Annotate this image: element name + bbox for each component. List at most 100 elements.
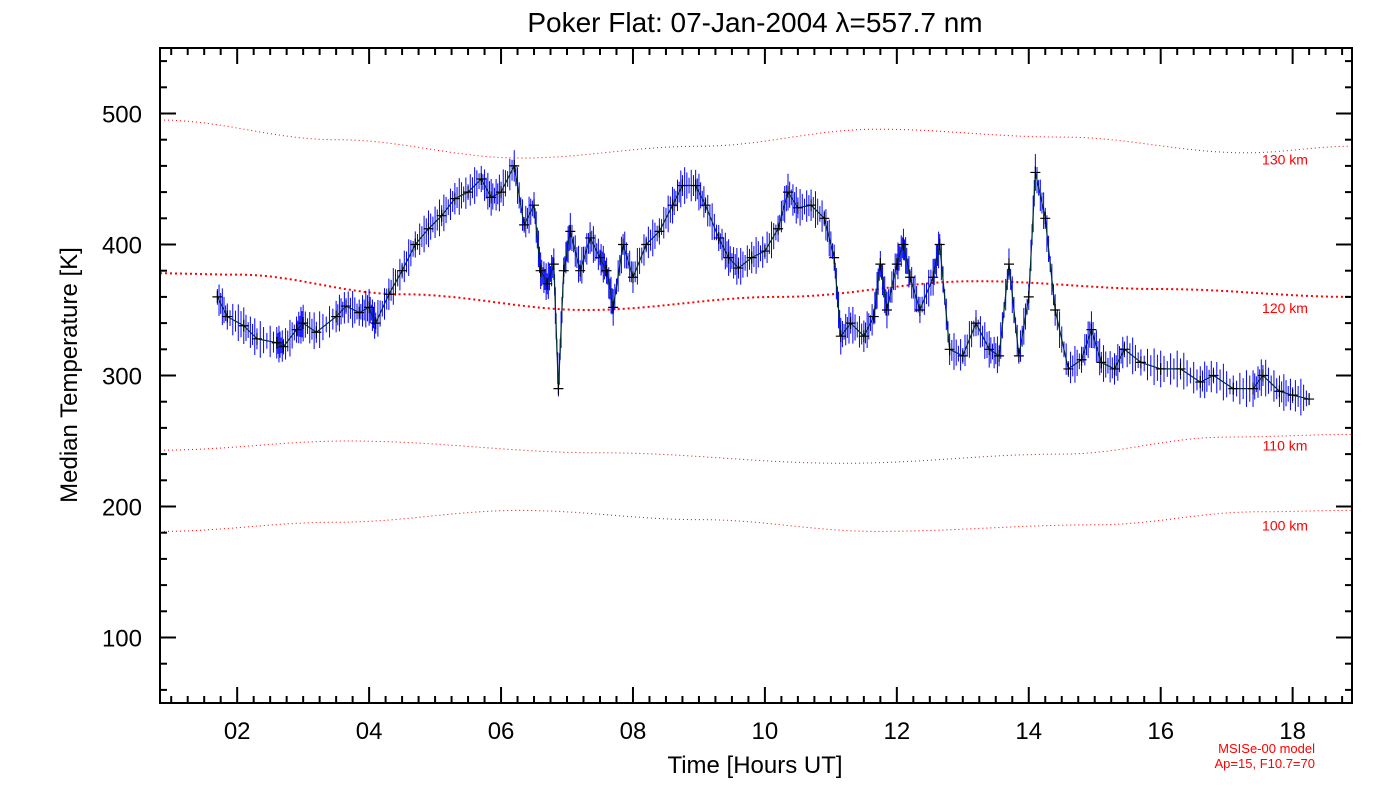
- data-point-marker: [1003, 258, 1014, 271]
- data-point-marker: [271, 336, 282, 349]
- data-point-marker: [690, 179, 701, 192]
- x-tick-label: 14: [1015, 718, 1042, 745]
- x-tick-label: 16: [1147, 718, 1174, 745]
- data-point-marker: [914, 304, 925, 316]
- data-point-marker: [594, 251, 605, 264]
- data-point-marker: [1228, 382, 1239, 395]
- data-point-marker: [845, 317, 856, 330]
- x-tick-label: 12: [883, 718, 910, 745]
- data-point-marker: [1175, 362, 1186, 375]
- data-point-marker: [1050, 304, 1061, 316]
- data-point-marker: [713, 231, 724, 244]
- data-point-marker: [476, 173, 487, 185]
- model-curve-label: 100 km: [1262, 517, 1308, 533]
- x-tick-label: 10: [752, 718, 779, 745]
- data-point-marker: [509, 159, 520, 172]
- data-point-marker: [341, 300, 352, 313]
- y-tick-label: 200: [102, 495, 142, 522]
- data-point-marker: [641, 238, 652, 251]
- data-point-marker: [618, 238, 629, 251]
- data-point-marker: [905, 271, 916, 284]
- data-point-marker: [1304, 393, 1315, 406]
- data-point-marker: [984, 343, 995, 356]
- data-point-marker: [608, 301, 619, 314]
- data-point-marker: [1274, 385, 1285, 398]
- plot-frame: [159, 47, 1353, 704]
- data-point-marker: [759, 245, 770, 258]
- data-point-marker: [1155, 362, 1166, 375]
- data-point-marker: [423, 222, 434, 235]
- data-point-marker: [957, 349, 968, 362]
- y-tick-label: 100: [102, 626, 142, 653]
- y-tick-label: 500: [102, 102, 142, 129]
- data-point-marker: [585, 231, 596, 244]
- data-point-marker: [486, 191, 497, 204]
- data-point-marker: [782, 186, 793, 199]
- data-point-marker: [700, 199, 711, 212]
- data-point-marker: [806, 199, 817, 212]
- temperature-series-line: [216, 163, 1310, 400]
- data-point-marker: [746, 251, 757, 264]
- model-curve-100-km: [160, 509, 1351, 532]
- data-point-marker: [519, 218, 530, 231]
- data-point-marker: [881, 304, 892, 316]
- data-point-marker: [383, 288, 394, 301]
- data-point-marker: [970, 317, 981, 330]
- data-point-marker: [251, 332, 262, 345]
- data-point-marker: [553, 382, 564, 395]
- data-point-marker: [654, 225, 665, 238]
- model-curve-130-km: [159, 119, 1351, 159]
- data-point-marker: [1063, 362, 1074, 375]
- data-point-marker: [222, 310, 233, 323]
- data-point-marker: [677, 179, 688, 192]
- y-tick-label: 400: [102, 233, 142, 260]
- data-point-marker: [627, 271, 638, 284]
- x-tick-label: 08: [620, 718, 647, 745]
- y-axis-label: Median Temperature [K]: [56, 247, 83, 503]
- data-point-marker: [238, 319, 249, 332]
- data-point-marker: [298, 317, 309, 330]
- data-point-marker: [1040, 212, 1051, 225]
- data-point-marker: [898, 238, 909, 251]
- data-point-marker: [829, 251, 840, 264]
- data-point-marker: [278, 340, 289, 353]
- chart-title: Poker Flat: 07-Jan-2004 λ=557.7 nm: [527, 7, 982, 38]
- data-point-marker: [875, 258, 886, 271]
- data-point-marker: [723, 251, 734, 264]
- data-point-marker: [1109, 362, 1120, 375]
- data-point-marker: [354, 306, 365, 319]
- data-point-marker: [558, 264, 569, 277]
- x-tick-label: 18: [1279, 718, 1306, 745]
- data-point-marker: [868, 310, 879, 323]
- data-point-marker: [291, 323, 302, 336]
- x-tick-label: 02: [224, 718, 251, 745]
- data-point-marker: [436, 209, 447, 222]
- data-point-marker: [496, 186, 507, 199]
- x-tick-label: 04: [356, 718, 383, 745]
- data-point-marker: [1086, 323, 1097, 336]
- data-point-marker: [370, 317, 381, 330]
- data-point-marker: [212, 290, 223, 303]
- data-point-marker: [944, 343, 955, 356]
- data-point-marker: [449, 192, 460, 205]
- y-tick-label: 300: [102, 364, 142, 391]
- data-point-marker: [331, 310, 342, 323]
- data-point-marker: [364, 301, 375, 314]
- data-point-marker: [1257, 369, 1268, 382]
- data-point-marker: [773, 222, 784, 235]
- x-axis-label: Time [Hours UT]: [667, 752, 842, 779]
- data-point-marker: [733, 262, 744, 275]
- data-point-marker: [891, 258, 902, 271]
- data-point-marker: [548, 258, 559, 271]
- data-point-marker: [1096, 356, 1107, 369]
- data-point-marker: [1013, 349, 1024, 362]
- data-point-marker: [1030, 166, 1041, 179]
- data-point-marker: [601, 264, 612, 277]
- data-point-marker: [463, 186, 474, 199]
- data-point-marker: [835, 330, 846, 343]
- data-point-marker: [1135, 356, 1146, 369]
- data-point-marker: [1076, 353, 1087, 366]
- data-point-marker: [858, 330, 869, 343]
- data-point-marker: [819, 212, 830, 225]
- data-point-marker: [1195, 376, 1206, 389]
